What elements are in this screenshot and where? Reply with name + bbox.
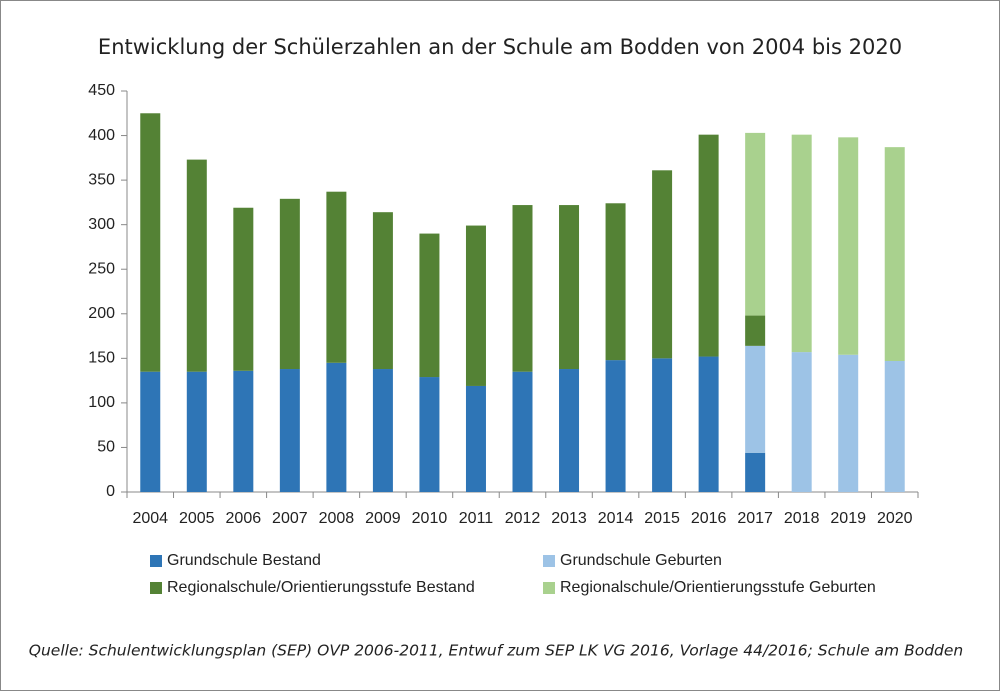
bar-segment (884, 361, 905, 492)
bar-segment (791, 134, 812, 353)
bar-segment (419, 377, 440, 492)
x-tick-label: 2016 (691, 510, 727, 527)
x-tick-label: 2010 (412, 510, 448, 527)
y-tick-label: 250 (88, 260, 115, 277)
x-tick-label: 2017 (737, 510, 773, 527)
legend-swatch (150, 555, 162, 567)
bar-segment (326, 191, 347, 363)
bar-segment (326, 362, 347, 492)
bar-segment (512, 205, 533, 372)
bar-segment (279, 198, 300, 370)
bar-segment (465, 385, 486, 492)
x-tick-label: 2019 (830, 510, 866, 527)
bar-segment (465, 225, 486, 386)
legend-label: Regionalschule/Orientierungsstufe Geburt… (560, 579, 876, 596)
legend-label: Grundschule Geburten (560, 552, 722, 569)
bar-segment (745, 315, 766, 346)
legend-swatch (543, 582, 555, 594)
y-tick-label: 400 (88, 127, 115, 144)
y-tick-label: 300 (88, 216, 115, 233)
y-tick-label: 0 (106, 483, 115, 500)
bar-segment (652, 358, 673, 492)
source-note: Quelle: Schulentwicklungsplan (SEP) OVP … (29, 642, 963, 660)
legend-label: Grundschule Bestand (167, 552, 321, 569)
y-tick-label: 350 (88, 171, 115, 188)
y-tick-label: 200 (88, 305, 115, 322)
legend-swatch (150, 582, 162, 594)
bar-segment (605, 203, 626, 361)
x-tick-label: 2020 (877, 510, 913, 527)
x-tick-label: 2012 (505, 510, 541, 527)
bar-segment (140, 113, 161, 372)
bar-segment (233, 370, 254, 492)
chart-title: Entwicklung der Schülerzahlen an der Sch… (98, 35, 902, 59)
x-tick-label: 2004 (132, 510, 168, 527)
bar-segment (233, 207, 254, 371)
bar-segment (605, 360, 626, 492)
bar-segment (186, 371, 207, 492)
bar-segment (186, 159, 207, 372)
bar-segment (372, 212, 393, 370)
bar-segment (745, 452, 766, 492)
legend-label: Regionalschule/Orientierungsstufe Bestan… (167, 579, 475, 596)
y-tick-label: 150 (88, 350, 115, 367)
x-tick-label: 2008 (319, 510, 355, 527)
y-tick-label: 50 (97, 439, 115, 456)
bar-segment (745, 345, 766, 453)
x-tick-label: 2018 (784, 510, 820, 527)
bar-segment (559, 369, 580, 492)
bar-segment (745, 132, 766, 316)
x-tick-label: 2006 (226, 510, 262, 527)
bar-segment (838, 137, 859, 355)
bar-segment (512, 371, 533, 492)
bar-segment (884, 147, 905, 362)
bar-segment (838, 354, 859, 492)
legend-swatch (543, 555, 555, 567)
x-tick-label: 2011 (459, 510, 494, 527)
bar-segment (140, 371, 161, 492)
bar-segment (279, 369, 300, 492)
x-tick-label: 2009 (365, 510, 401, 527)
bar-segment (652, 170, 673, 359)
x-tick-label: 2015 (644, 510, 680, 527)
bar-segment (419, 233, 440, 378)
bar-segment (372, 369, 393, 492)
x-tick-label: 2013 (551, 510, 587, 527)
bar-segment (698, 134, 719, 357)
bar-segment (559, 205, 580, 370)
x-tick-label: 2005 (179, 510, 215, 527)
y-tick-label: 100 (88, 394, 115, 411)
x-tick-label: 2007 (272, 510, 308, 527)
bar-segment (791, 352, 812, 492)
y-tick-label: 450 (88, 82, 115, 99)
bar-segment (698, 356, 719, 492)
x-tick-label: 2014 (598, 510, 634, 527)
